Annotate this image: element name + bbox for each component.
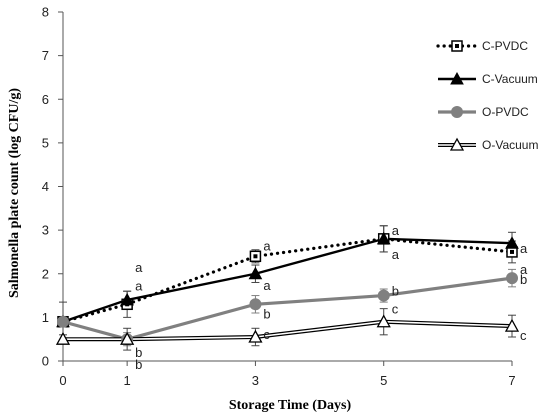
x-axis-ticks: 0 1 3 5 7: [59, 361, 516, 388]
x-tick-label: 7: [508, 373, 515, 388]
y-tick-label: 3: [42, 223, 49, 238]
legend-marker-o-pvdc: [451, 106, 463, 118]
data-point-o-pvdc: [506, 272, 518, 285]
significance-letter-o-vacuum: b: [135, 357, 142, 372]
data-point-o-vacuum: [504, 318, 520, 332]
legend-marker-c-vacuum: [450, 71, 464, 85]
x-tick-label: 3: [252, 373, 259, 388]
y-axis-ticks: 0 1 2 3 4 5 6 7 8: [42, 5, 63, 369]
significance-letter-c-pvdc: a: [520, 262, 528, 277]
y-tick-label: 7: [42, 48, 49, 63]
legend-marker-c-pvdc-center: [455, 44, 459, 48]
y-tick-label: 4: [42, 179, 49, 194]
significance-letter-o-vacuum: c: [392, 302, 399, 317]
data-point-o-vacuum: [55, 331, 71, 345]
significance-letter-o-vacuum: c: [520, 328, 527, 343]
legend-label-c-vacuum: C-Vacuum: [482, 72, 538, 86]
significance-letter-o-pvdc: b: [392, 284, 399, 299]
significance-letter-c-vacuum: a: [520, 241, 528, 256]
significance-letter-o-pvdc: b: [263, 306, 270, 321]
y-tick-label: 6: [42, 92, 49, 107]
series-line-c-pvdc: [61, 237, 514, 324]
legend-label-o-pvdc: O-PVDC: [482, 105, 529, 119]
data-point-c-pvdc-center: [253, 254, 258, 259]
data-point-o-vacuum: [120, 331, 135, 345]
data-point-c-vacuum: [376, 231, 391, 245]
significance-letter-c-vacuum: a: [135, 260, 143, 275]
y-tick-label: 1: [42, 310, 49, 325]
y-axis-label: Salmonella plate count (log CFU/g): [7, 88, 22, 298]
y-tick-label: 0: [42, 354, 49, 369]
x-tick-label: 1: [124, 373, 131, 388]
series-lines: [61, 237, 514, 342]
data-point-o-pvdc: [57, 315, 69, 328]
y-tick-label: 8: [42, 5, 49, 20]
significance-letter-o-pvdc: b: [135, 345, 142, 360]
x-tick-label: 5: [380, 373, 387, 388]
data-point-o-pvdc: [377, 289, 390, 302]
data-point-c-vacuum: [120, 292, 134, 306]
series-markers: [55, 231, 520, 346]
data-point-o-vacuum: [376, 314, 391, 328]
legend-marker-o-vacuum: [449, 137, 465, 151]
data-point-o-pvdc: [249, 298, 262, 311]
y-tick-label: 5: [42, 135, 49, 150]
significance-letter-o-vacuum: c: [263, 327, 270, 342]
data-point-c-vacuum: [505, 236, 519, 249]
data-point-c-pvdc-center: [510, 249, 514, 254]
x-tick-label: 0: [59, 373, 66, 388]
y-tick-label: 2: [42, 266, 49, 281]
data-point-o-vacuum: [248, 329, 263, 343]
legend-label-c-pvdc: C-PVDC: [482, 39, 528, 53]
data-point-c-vacuum: [248, 266, 263, 280]
legend: C-PVDC C-Vacuum O-PVDC O-Vacuum: [436, 39, 538, 152]
significance-letter-c-pvdc: a: [135, 278, 143, 293]
significance-letter-c-pvdc: a: [263, 238, 271, 253]
x-axis-label: Storage Time (Days): [229, 398, 352, 413]
legend-label-o-vacuum: O-Vacuum: [482, 138, 538, 152]
significance-letter-c-vacuum: a: [392, 247, 400, 262]
significance-letter-c-vacuum: a: [263, 278, 271, 293]
significance-letter-c-pvdc: a: [392, 223, 400, 238]
significance-letter-o-pvdc: b: [520, 272, 527, 287]
